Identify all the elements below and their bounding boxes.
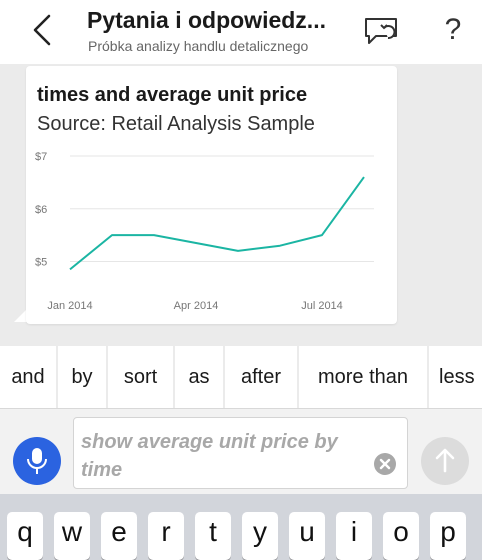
close-icon: [379, 458, 391, 470]
y-tick-label: $7: [35, 151, 47, 163]
x-tick-label: Jul 2014: [301, 300, 343, 312]
clear-button[interactable]: [374, 453, 396, 475]
send-button[interactable]: [421, 437, 469, 485]
page-subtitle: Próbka analizy handlu detalicznego: [88, 38, 309, 54]
app-header: Pytania i odpowiedz... Próbka analizy ha…: [0, 0, 482, 64]
key-q[interactable]: q: [7, 512, 43, 560]
query-input[interactable]: show average unit price by time: [73, 417, 408, 489]
key-r[interactable]: r: [148, 512, 184, 560]
suggestion-more-than[interactable]: more than: [299, 346, 427, 408]
page-title: Pytania i odpowiedz...: [87, 7, 326, 33]
back-button[interactable]: [28, 12, 58, 48]
chart-subtitle: Source: Retail Analysis Sample: [37, 113, 315, 135]
x-tick-label: Jan 2014: [47, 300, 92, 312]
key-u[interactable]: u: [289, 512, 325, 560]
x-tick-label: Apr 2014: [174, 300, 219, 312]
query-input-bar: show average unit price by time: [0, 408, 482, 494]
answer-area: times and average unit price Source: Ret…: [0, 64, 482, 346]
chart-title: times and average unit price: [37, 84, 308, 106]
key-t[interactable]: t: [195, 512, 231, 560]
key-w[interactable]: w: [54, 512, 90, 560]
key-e[interactable]: e: [101, 512, 137, 560]
suggestion-bar: and by sort as after more than less: [0, 346, 482, 408]
suggestion-after[interactable]: after: [225, 346, 297, 408]
y-tick-label: $5: [35, 257, 47, 269]
key-o[interactable]: o: [383, 512, 419, 560]
question-mark-icon: ?: [444, 13, 462, 46]
key-i[interactable]: i: [336, 512, 372, 560]
key-y[interactable]: y: [242, 512, 278, 560]
suggestion-by[interactable]: by: [58, 346, 106, 408]
microphone-button[interactable]: [13, 437, 61, 485]
key-p[interactable]: p: [430, 512, 466, 560]
card-pointer: [14, 308, 28, 322]
line-chart[interactable]: $7 $6 $5 Jan 2014 Apr 2014 Jul 2014: [26, 66, 397, 324]
chat-undo-icon: [365, 18, 397, 44]
chevron-left-icon: [33, 14, 51, 46]
query-text[interactable]: show average unit price by time: [81, 431, 338, 481]
suggestion-less[interactable]: less: [429, 346, 482, 408]
suggestion-sort[interactable]: sort: [108, 346, 173, 408]
help-button[interactable]: ?: [440, 10, 466, 50]
keyboard: q w e r t y u i o p: [0, 494, 482, 560]
arrow-up-icon: [435, 448, 455, 473]
suggestion-and[interactable]: and: [0, 346, 56, 408]
feedback-button[interactable]: [362, 16, 402, 48]
answer-card[interactable]: times and average unit price Source: Ret…: [26, 66, 397, 324]
suggestion-as[interactable]: as: [175, 346, 223, 408]
series-line[interactable]: [69, 176, 365, 271]
microphone-icon: [27, 448, 47, 474]
y-tick-label: $6: [35, 204, 47, 216]
